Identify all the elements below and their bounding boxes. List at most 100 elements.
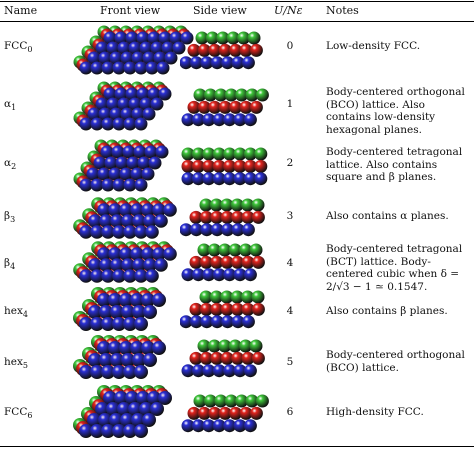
sphere bbox=[114, 31, 128, 45]
sphere bbox=[148, 156, 162, 170]
sphere bbox=[255, 88, 269, 102]
sphere bbox=[132, 258, 146, 272]
sphere bbox=[197, 339, 211, 353]
sphere bbox=[121, 305, 135, 319]
front-view-image bbox=[73, 81, 172, 131]
sphere bbox=[131, 51, 145, 65]
sphere bbox=[95, 97, 109, 111]
row-u-value: 6 bbox=[286, 406, 294, 418]
sphere bbox=[90, 424, 104, 438]
sphere bbox=[189, 302, 203, 316]
sphere bbox=[142, 107, 156, 121]
sphere bbox=[202, 364, 216, 378]
sphere bbox=[233, 147, 247, 161]
sphere bbox=[128, 41, 142, 55]
sphere bbox=[220, 255, 234, 269]
sphere bbox=[117, 402, 131, 416]
sphere bbox=[181, 113, 195, 127]
sphere bbox=[143, 353, 157, 367]
sphere bbox=[104, 156, 118, 170]
sphere bbox=[90, 317, 104, 331]
sphere bbox=[120, 107, 134, 121]
sphere bbox=[197, 43, 211, 57]
sphere bbox=[189, 255, 203, 269]
sphere bbox=[251, 302, 265, 316]
sphere bbox=[121, 353, 135, 367]
sphere bbox=[111, 145, 125, 159]
sphere bbox=[112, 178, 126, 192]
sphere bbox=[139, 402, 153, 416]
sphere bbox=[131, 107, 145, 121]
sphere bbox=[145, 225, 159, 239]
sphere bbox=[191, 147, 205, 161]
sphere bbox=[181, 268, 195, 282]
sphere bbox=[235, 394, 249, 408]
sphere bbox=[210, 351, 224, 365]
sphere bbox=[112, 317, 126, 331]
sphere bbox=[239, 100, 253, 114]
sphere bbox=[98, 51, 112, 65]
sphere bbox=[180, 31, 194, 45]
sphere bbox=[181, 159, 195, 173]
sphere bbox=[143, 258, 157, 272]
sphere bbox=[195, 31, 209, 45]
sphere bbox=[180, 223, 193, 237]
sphere bbox=[109, 413, 123, 427]
sphere bbox=[202, 113, 216, 127]
sphere bbox=[181, 419, 195, 433]
sphere bbox=[143, 305, 157, 319]
sphere bbox=[251, 290, 265, 304]
sphere bbox=[199, 302, 213, 316]
sphere bbox=[212, 113, 226, 127]
sphere bbox=[212, 159, 226, 173]
sphere bbox=[79, 117, 93, 131]
sphere bbox=[228, 243, 242, 257]
sphere bbox=[199, 351, 213, 365]
sphere bbox=[136, 87, 150, 101]
side-view-image bbox=[181, 147, 268, 186]
sphere bbox=[87, 107, 101, 121]
sphere bbox=[143, 214, 157, 228]
sphere bbox=[239, 43, 253, 57]
sphere bbox=[191, 419, 205, 433]
sphere bbox=[112, 117, 126, 131]
sphere bbox=[241, 290, 255, 304]
row-name: FCC0 bbox=[4, 40, 33, 55]
sphere bbox=[249, 406, 263, 420]
sphere bbox=[117, 41, 131, 55]
sphere bbox=[241, 56, 255, 70]
sphere bbox=[130, 341, 144, 355]
sphere bbox=[161, 41, 175, 55]
sphere bbox=[208, 406, 222, 420]
sphere bbox=[100, 145, 114, 159]
bottom-rule bbox=[0, 446, 474, 448]
sphere bbox=[243, 172, 257, 186]
sphere bbox=[126, 156, 140, 170]
sphere bbox=[152, 203, 166, 217]
sphere bbox=[212, 147, 226, 161]
sphere bbox=[191, 159, 205, 173]
sphere bbox=[202, 159, 216, 173]
row-notes: Body-centered tetragonal (BCT) lattice. … bbox=[326, 243, 463, 293]
sphere bbox=[136, 31, 150, 45]
row-u-value: 1 bbox=[286, 98, 294, 110]
sphere bbox=[228, 339, 242, 353]
sphere bbox=[98, 107, 112, 121]
sphere bbox=[147, 391, 161, 405]
sphere bbox=[119, 293, 133, 307]
sphere bbox=[254, 159, 268, 173]
sphere bbox=[243, 364, 257, 378]
sphere bbox=[158, 31, 172, 45]
sphere bbox=[141, 341, 155, 355]
sphere bbox=[210, 56, 224, 70]
front-view-image bbox=[73, 287, 166, 331]
sphere bbox=[251, 198, 265, 212]
sphere bbox=[214, 394, 228, 408]
row-name: β3 bbox=[4, 210, 16, 225]
sphere bbox=[134, 225, 148, 239]
sphere bbox=[106, 41, 120, 55]
sphere bbox=[220, 290, 234, 304]
sphere bbox=[231, 255, 245, 269]
sphere bbox=[209, 198, 223, 212]
sphere bbox=[193, 394, 207, 408]
